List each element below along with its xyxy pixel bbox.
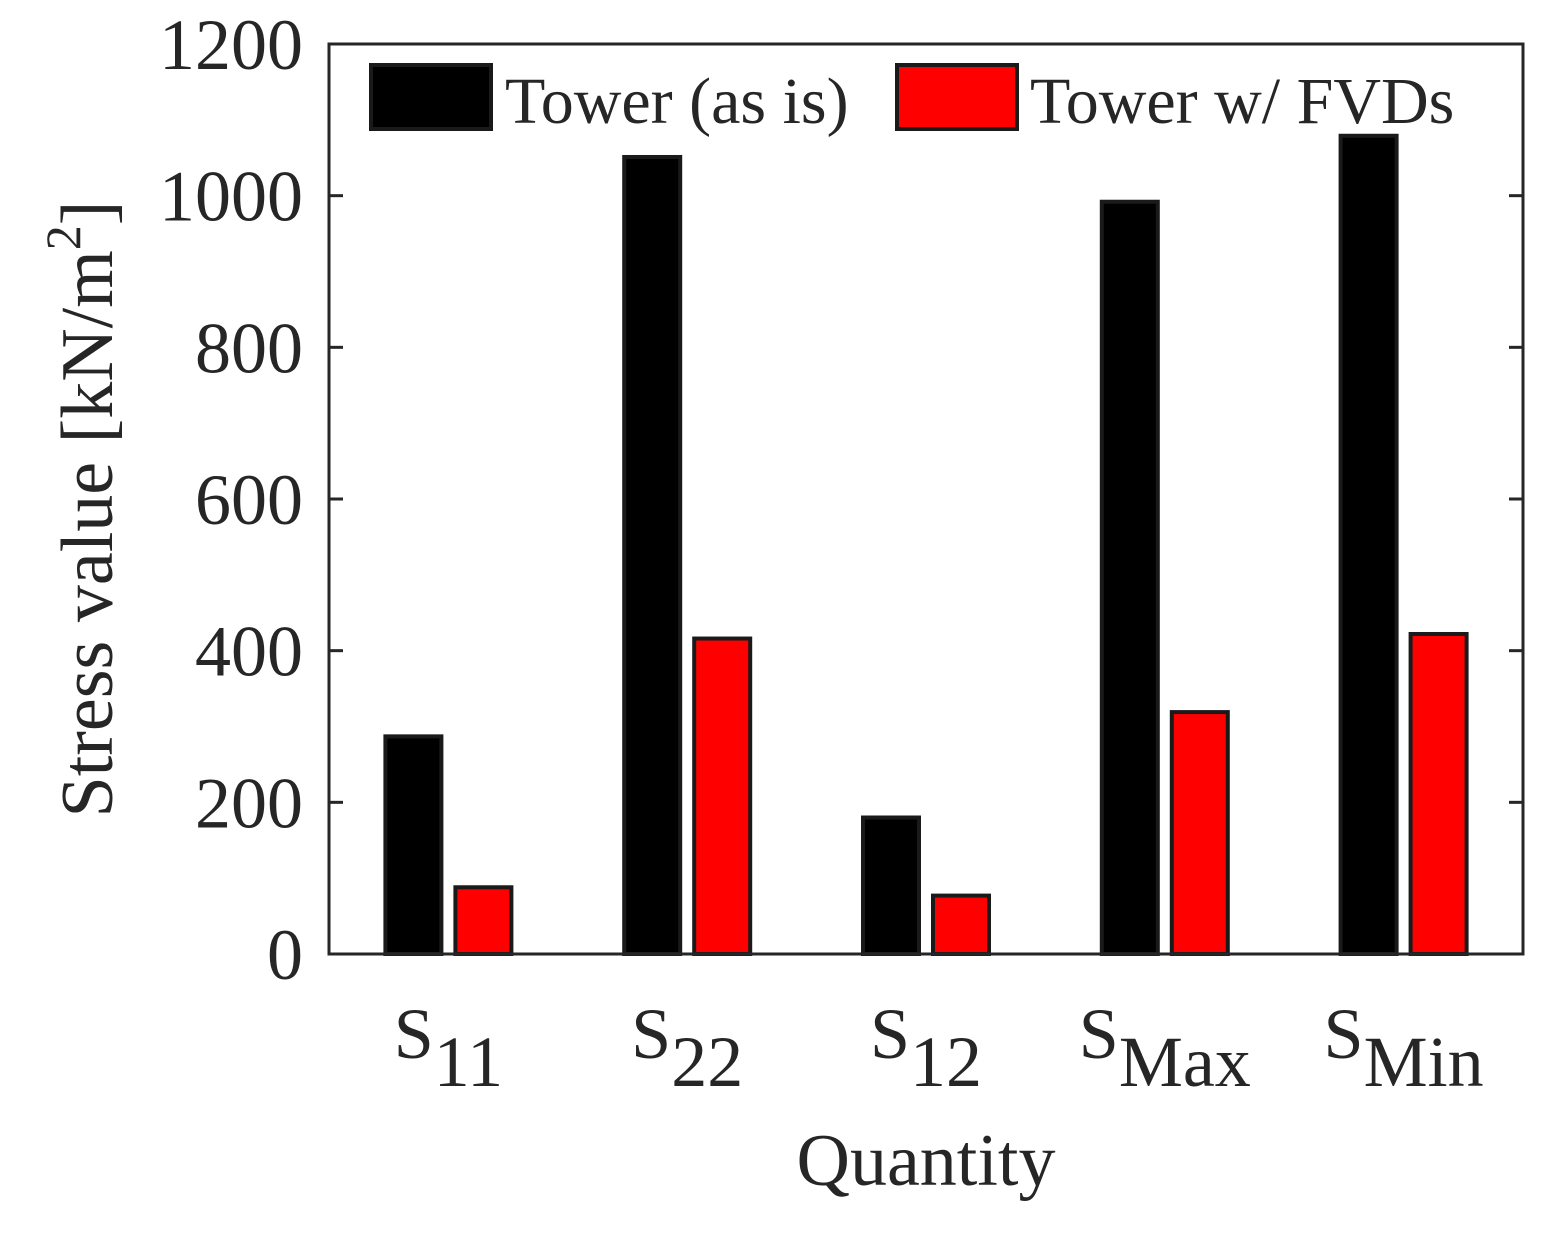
y-axis-label-text: Stress value [kN/m (47, 250, 129, 817)
y-tick-label: 800 (195, 308, 303, 388)
x-tick-label: S11 (394, 994, 503, 1102)
y-axis-label: Stress value [kN/m2] (35, 201, 129, 818)
x-tick-label-main: S (394, 994, 434, 1074)
x-tick-label-sub: Min (1364, 1022, 1484, 1102)
y-tick-label: 400 (195, 612, 303, 692)
bar-as-is-0 (383, 734, 444, 956)
x-tick-label-main: S (1079, 994, 1119, 1074)
bar-fvds-3 (1169, 710, 1230, 957)
x-tick-label-main: S (1324, 994, 1364, 1074)
x-axis-label: Quantity (797, 1120, 1056, 1202)
legend: Tower (as is) Tower w/ FVDs (369, 63, 1454, 138)
x-tick-label-sub: Max (1119, 1022, 1251, 1102)
bars-layer (383, 133, 1469, 957)
x-tick-label: S22 (631, 994, 743, 1102)
y-axis: 0 200 400 600 800 1000 1200 (159, 5, 1523, 995)
legend-label-1: Tower w/ FVDs (1030, 65, 1454, 138)
legend-label-0: Tower (as is) (505, 65, 849, 138)
x-axis: S11 S22 S12 SMax SMin (394, 994, 1484, 1102)
x-tick-label: SMin (1324, 994, 1484, 1102)
y-tick-label: 200 (195, 763, 303, 843)
x-tick-label-main: S (870, 994, 910, 1074)
y-tick-label: 1200 (159, 5, 303, 85)
x-tick-label-sub: 12 (910, 1022, 982, 1102)
y-tick-label: 1000 (159, 157, 303, 237)
bar-fvds-0 (453, 885, 514, 956)
x-tick-label-sub: 22 (671, 1022, 743, 1102)
y-axis-label-superscript: 2 (35, 225, 91, 250)
x-tick-label: SMax (1079, 994, 1251, 1102)
x-tick-label: S12 (870, 994, 982, 1102)
y-tick-label: 0 (267, 915, 303, 995)
y-tick-label: 600 (195, 460, 303, 540)
bar-fvds-4 (1408, 631, 1469, 956)
bar-as-is-4 (1338, 133, 1399, 956)
legend-swatch-1 (895, 63, 1019, 131)
bar-as-is-1 (622, 154, 683, 957)
legend-swatch-0 (369, 63, 493, 131)
bar-fvds-1 (692, 636, 753, 956)
bar-fvds-2 (931, 893, 991, 957)
x-tick-label-main: S (631, 994, 671, 1074)
y-axis-label-close: ] (47, 201, 129, 226)
bar-as-is-2 (861, 815, 921, 956)
x-tick-label-sub: 11 (434, 1022, 503, 1102)
bar-as-is-3 (1099, 199, 1160, 956)
